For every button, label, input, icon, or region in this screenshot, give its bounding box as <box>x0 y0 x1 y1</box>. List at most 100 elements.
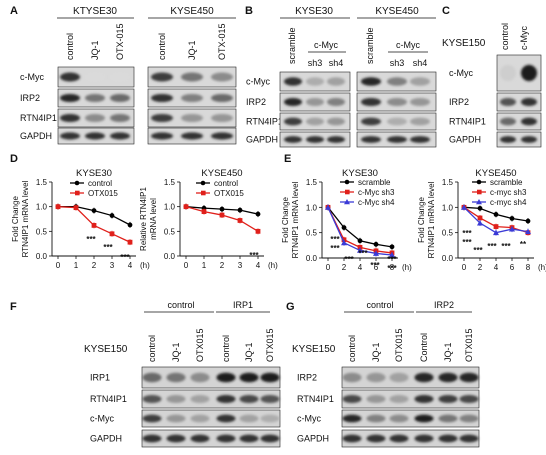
blot-strip <box>141 409 281 428</box>
blot-band <box>181 113 203 123</box>
blot-band <box>361 97 381 107</box>
blot-B-KYSE450 <box>356 71 437 148</box>
cell-line-label: KYSE150 <box>84 344 128 355</box>
data-point <box>341 237 347 243</box>
lane-label: scramble <box>365 27 375 64</box>
blot-band <box>151 132 173 140</box>
data-point <box>127 222 133 228</box>
data-point <box>509 226 515 232</box>
blot-band <box>414 414 434 423</box>
data-point <box>73 205 79 211</box>
data-point <box>255 228 261 234</box>
blot-band <box>410 136 430 143</box>
lane-label: control <box>65 33 75 60</box>
lane-label: OTX015 <box>265 328 275 362</box>
data-point <box>525 228 531 235</box>
y-tick-label: 0.0 <box>164 252 176 261</box>
lane-label: sh3 <box>390 58 405 68</box>
blot-band <box>342 414 362 423</box>
blot-band <box>414 394 434 404</box>
blot-band <box>361 117 381 126</box>
blot-band <box>216 372 236 383</box>
protein-label: c-Myc <box>20 72 44 82</box>
lane-label: control <box>221 335 231 362</box>
protein-label: RTN4IP1 <box>246 117 283 127</box>
cell-line-label: KYSE150 <box>292 344 336 355</box>
blot-band <box>260 434 280 443</box>
blot-F-KYSE150 <box>141 366 281 448</box>
blot-G-KYSE150 <box>341 366 480 448</box>
blot-band <box>181 93 203 103</box>
x-tick-label: 0 <box>326 263 331 272</box>
y-tick-label: 1.5 <box>36 178 48 187</box>
blot-band <box>142 434 162 443</box>
x-tick-label: 4 <box>128 261 133 270</box>
line-charts-layer: D 0.0 0.5 1.0 1.5 0 1 2 3 4 (h) KYSE30 Fold Change R… <box>10 153 546 273</box>
blot-band <box>239 394 259 404</box>
data-point <box>341 239 347 246</box>
blot-band <box>521 136 537 143</box>
blot-band <box>60 72 80 82</box>
legend-label: c-myc sh4 <box>490 198 527 207</box>
significance-label: *** <box>358 249 368 258</box>
legend-marker <box>201 190 206 196</box>
protein-label: c-Myc <box>297 414 321 424</box>
blot-band <box>211 113 233 123</box>
blot-band <box>142 372 162 383</box>
protein-label: c-Myc <box>246 77 270 87</box>
blot-band <box>410 117 430 126</box>
lane-label: sh4 <box>329 58 344 68</box>
blot-band <box>151 72 173 82</box>
data-point <box>357 247 363 253</box>
cell-line-header-1: KTYSE30 <box>73 6 117 17</box>
data-point <box>525 218 531 224</box>
y-tick-label: 0.5 <box>306 229 318 238</box>
data-point <box>477 215 483 221</box>
blot-band <box>410 97 430 107</box>
blot-C-KYSE150 <box>496 54 542 148</box>
y-tick-label: 1.0 <box>442 203 454 212</box>
y-tick-label: 0.5 <box>442 229 454 238</box>
blot-band <box>85 113 105 123</box>
x-tick-label: 4 <box>358 263 363 272</box>
blot-band <box>366 394 386 404</box>
panel-letter-B: B <box>245 5 253 17</box>
data-point <box>357 238 363 244</box>
blot-band <box>110 132 130 140</box>
blot-band <box>239 414 259 423</box>
blot-band <box>166 414 186 423</box>
data-point <box>219 206 225 212</box>
blot-band <box>239 372 259 383</box>
x-tick-label: 0 <box>56 261 61 270</box>
blot-band <box>260 394 280 404</box>
x-axis-unit: (h) <box>402 263 412 272</box>
blot-band <box>110 113 130 123</box>
lane-label: c-Myc <box>519 26 529 50</box>
group-label: IRP1 <box>233 300 253 310</box>
lane-label: sh3 <box>308 58 323 68</box>
y-tick-label: 1.0 <box>306 203 318 212</box>
significance-label: *** <box>387 264 397 273</box>
blot-band <box>190 434 210 443</box>
panel-letter-C: C <box>442 5 450 17</box>
blot-band <box>110 93 130 103</box>
blot-band <box>85 132 105 140</box>
data-point <box>373 241 379 247</box>
y-axis-label-line2: RTN4IP1 mRNA level <box>291 181 300 258</box>
legend-marker <box>345 189 350 195</box>
lane-label: control <box>157 33 167 60</box>
panel-letter-E: E <box>284 153 291 165</box>
legend-marker <box>344 199 350 205</box>
x-tick-label: 2 <box>478 263 483 272</box>
data-point <box>509 216 515 221</box>
lane-label: scramble <box>287 27 297 64</box>
blot-band <box>342 394 362 404</box>
legend-marker <box>476 199 482 205</box>
significance-label: *** <box>370 261 380 270</box>
chart-title: KYSE30 <box>76 168 112 179</box>
blot-band <box>211 93 233 103</box>
blot-band <box>387 97 407 107</box>
data-point <box>91 223 97 228</box>
protein-label: GAPDH <box>20 131 52 141</box>
blot-band <box>459 372 479 383</box>
